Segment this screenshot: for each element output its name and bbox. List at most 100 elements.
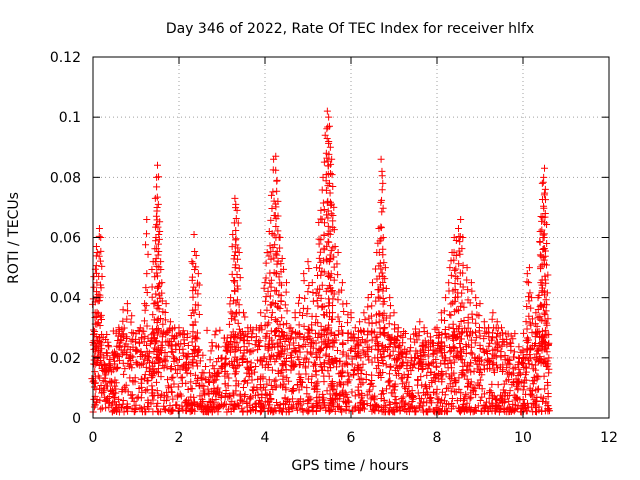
data-point xyxy=(316,346,324,354)
data-point xyxy=(360,400,368,408)
data-point xyxy=(273,251,281,259)
data-point xyxy=(292,334,300,342)
data-point xyxy=(234,219,242,227)
data-point xyxy=(409,392,417,400)
data-point xyxy=(414,381,422,389)
data-point xyxy=(381,275,389,283)
data-point xyxy=(375,286,383,294)
data-point xyxy=(168,374,176,382)
data-point xyxy=(383,385,391,393)
data-point xyxy=(324,123,332,131)
data-point xyxy=(337,380,345,388)
data-point xyxy=(533,372,541,380)
data-point xyxy=(143,347,151,355)
data-point xyxy=(283,345,291,353)
data-point xyxy=(148,265,156,273)
data-point xyxy=(476,397,484,405)
data-point xyxy=(501,395,509,403)
data-point xyxy=(328,286,336,294)
data-point xyxy=(288,403,296,411)
data-point xyxy=(541,189,549,197)
data-point xyxy=(233,270,241,278)
data-point xyxy=(174,383,182,391)
data-point xyxy=(489,334,497,342)
data-point xyxy=(429,346,437,354)
data-point xyxy=(189,332,197,340)
data-point xyxy=(428,359,436,367)
data-point xyxy=(257,309,265,317)
data-point xyxy=(346,347,354,355)
data-point xyxy=(140,338,148,346)
data-point xyxy=(105,403,113,411)
data-point xyxy=(266,334,274,342)
data-point xyxy=(135,339,143,347)
data-point xyxy=(509,335,517,343)
data-point xyxy=(368,345,376,353)
data-point xyxy=(216,326,224,334)
data-point xyxy=(449,334,457,342)
data-point xyxy=(93,249,101,257)
data-point xyxy=(263,391,271,399)
data-point xyxy=(213,358,221,366)
data-point xyxy=(329,302,337,310)
data-point xyxy=(453,347,461,355)
data-point xyxy=(222,354,230,362)
data-point xyxy=(505,356,513,364)
data-point xyxy=(99,388,107,396)
data-point xyxy=(234,402,242,410)
x-tick-label: 12 xyxy=(600,430,618,446)
data-point xyxy=(297,378,305,386)
data-point xyxy=(233,339,241,347)
data-point xyxy=(276,305,284,313)
data-point xyxy=(484,407,492,415)
data-point xyxy=(225,374,233,382)
data-point xyxy=(373,340,381,348)
data-point xyxy=(496,363,504,371)
data-point xyxy=(363,337,371,345)
data-point xyxy=(382,314,390,322)
data-point xyxy=(289,384,297,392)
data-point xyxy=(192,252,200,260)
data-point xyxy=(311,330,319,338)
data-point xyxy=(268,205,276,213)
data-point xyxy=(236,396,244,404)
data-point xyxy=(533,322,541,330)
data-point xyxy=(515,365,523,373)
data-point xyxy=(281,337,289,345)
data-point xyxy=(167,388,175,396)
data-point xyxy=(230,363,238,371)
data-point xyxy=(305,281,313,289)
data-point xyxy=(92,262,100,270)
data-point xyxy=(214,388,222,396)
data-point xyxy=(123,300,131,308)
data-point xyxy=(406,361,414,369)
data-point xyxy=(179,363,187,371)
data-point xyxy=(441,329,449,337)
y-tick-label: 0.08 xyxy=(50,170,81,186)
data-point xyxy=(537,212,545,220)
data-point xyxy=(144,334,152,342)
data-point xyxy=(322,325,330,333)
data-point xyxy=(262,259,270,267)
data-point xyxy=(246,395,254,403)
data-point xyxy=(91,368,99,376)
data-point xyxy=(416,399,424,407)
data-point xyxy=(457,389,465,397)
data-point xyxy=(208,339,216,347)
data-point xyxy=(463,332,471,340)
data-point xyxy=(527,321,535,329)
data-point xyxy=(394,328,402,336)
data-point xyxy=(211,376,219,384)
data-point xyxy=(252,407,260,415)
data-point xyxy=(457,335,465,343)
data-point xyxy=(338,279,346,287)
data-point xyxy=(475,360,483,368)
data-point xyxy=(161,358,169,366)
data-point xyxy=(338,362,346,370)
data-point xyxy=(330,276,338,284)
data-point xyxy=(327,270,335,278)
data-point xyxy=(354,363,362,371)
data-point xyxy=(503,370,511,378)
data-point xyxy=(272,152,280,160)
data-point xyxy=(157,258,165,266)
